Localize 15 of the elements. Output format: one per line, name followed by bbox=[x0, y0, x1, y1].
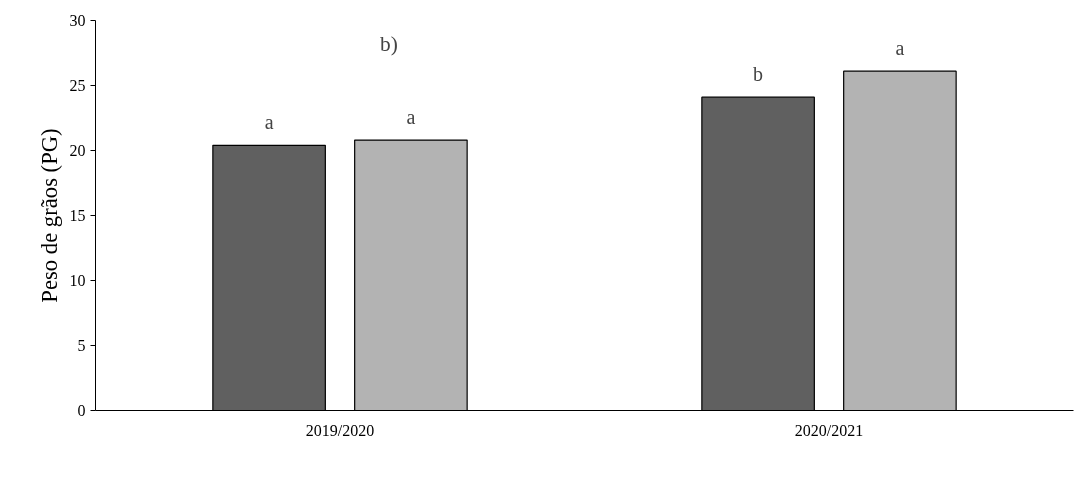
data-label: a bbox=[406, 106, 416, 129]
y-tick-label: 25 bbox=[69, 77, 86, 94]
y-tick-label: 20 bbox=[69, 142, 86, 159]
x-tick-label: 2020/2021 bbox=[794, 421, 864, 439]
y-tick-label: 0 bbox=[77, 402, 86, 419]
y-tick-label: 5 bbox=[77, 337, 86, 354]
x-tick-label: 2019/2020 bbox=[305, 421, 375, 439]
y-axis-title: Peso de grãos (PG) bbox=[36, 128, 62, 303]
y-tick-label: 10 bbox=[69, 272, 86, 289]
data-label: a bbox=[264, 111, 274, 134]
data-label: b bbox=[753, 63, 764, 86]
data-label: a bbox=[895, 37, 905, 60]
y-tick-label: 30 bbox=[69, 12, 86, 29]
y-tick-label: 15 bbox=[69, 207, 86, 224]
annotation: b) bbox=[380, 32, 398, 57]
